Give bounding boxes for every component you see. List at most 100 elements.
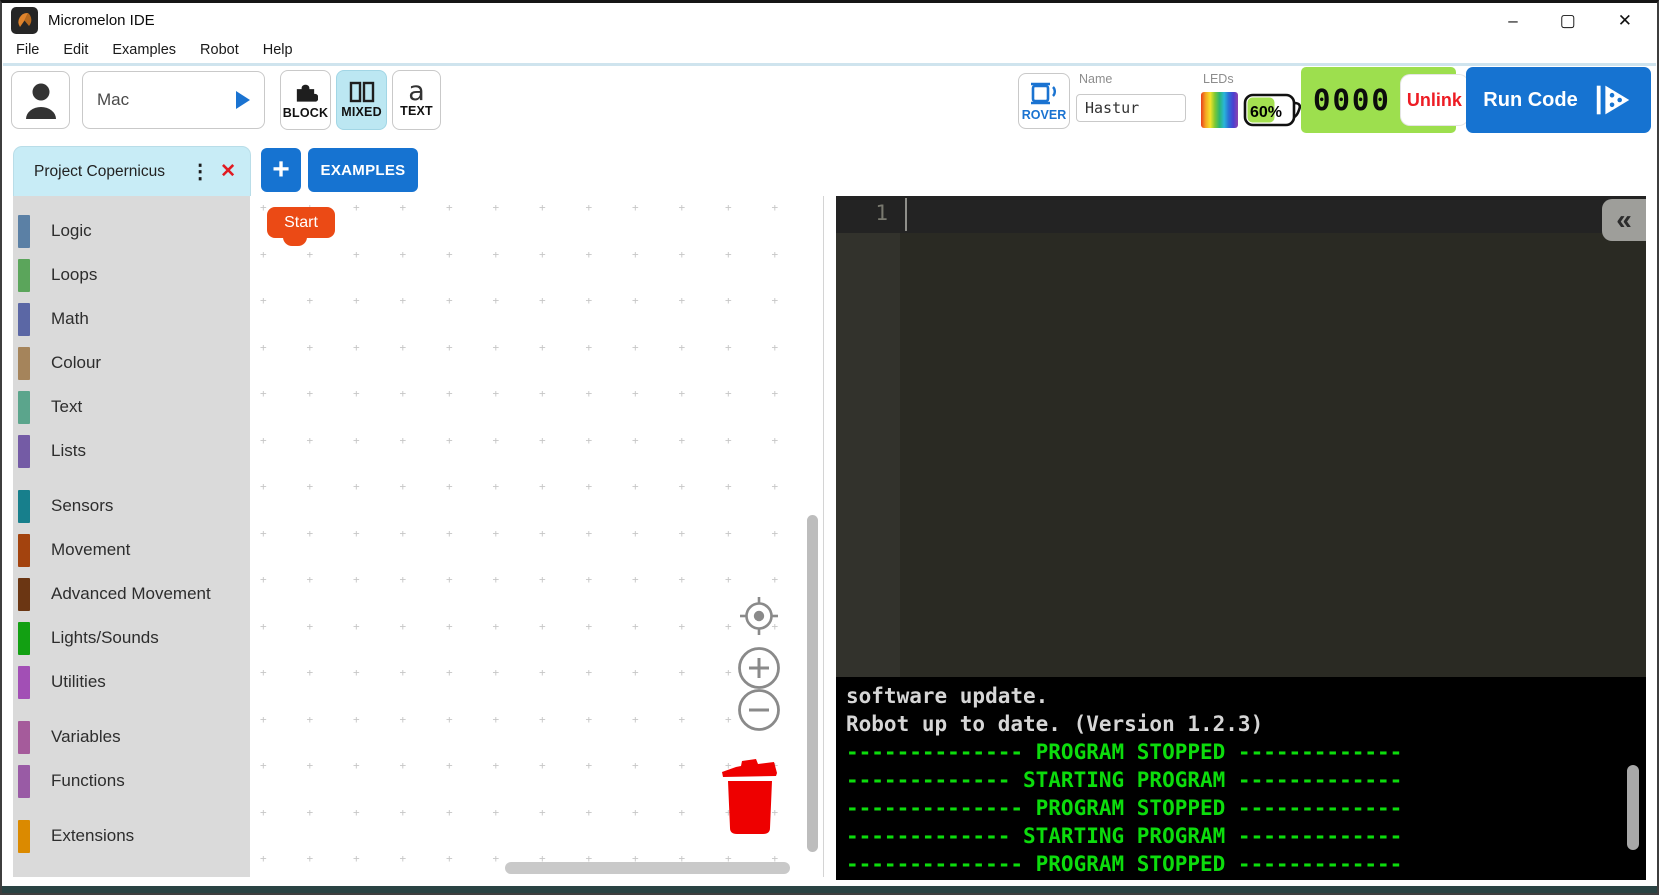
palette-item-loops[interactable]: Loops — [13, 253, 250, 297]
grid-dot: + — [771, 852, 779, 865]
grid-dot: + — [446, 247, 453, 261]
run-code-button[interactable]: Run Code — [1466, 67, 1651, 133]
close-button[interactable]: ✕ — [1617, 10, 1632, 30]
category-label: Sensors — [51, 496, 114, 515]
tab-close-icon[interactable]: ✕ — [220, 161, 236, 182]
grid-dot: + — [260, 433, 267, 447]
grid-dot: + — [632, 480, 639, 493]
grid-dot: + — [306, 480, 314, 493]
category-color-strip — [18, 434, 30, 468]
palette-item-sensors[interactable]: Sensors — [13, 484, 250, 528]
zoom-out-button[interactable] — [737, 688, 781, 732]
palette-item-logic[interactable]: Logic — [13, 209, 250, 253]
category-label: Variables — [51, 727, 121, 746]
led-color-strip[interactable] — [1201, 92, 1238, 128]
grid-dot: + — [678, 433, 686, 447]
connection-target-value: Mac — [97, 90, 130, 109]
grid-dot: + — [539, 433, 546, 447]
block-mode-button[interactable]: BLOCK — [280, 70, 331, 130]
grid-dot: + — [678, 480, 686, 493]
grid-dot: + — [632, 340, 639, 354]
console-line: software update. — [846, 684, 1049, 708]
menu-help[interactable]: Help — [262, 42, 293, 58]
grid-dot: + — [353, 387, 360, 400]
palette-item-utilities[interactable]: Utilities — [13, 660, 250, 704]
palette-item-colour[interactable]: Colour — [13, 341, 250, 385]
palette-item-text[interactable]: Text — [13, 385, 250, 429]
menu-examples[interactable]: Examples — [112, 42, 177, 58]
grid-dot: + — [353, 247, 360, 261]
category-color-strip — [18, 665, 30, 699]
palette-item-functions[interactable]: Functions — [13, 759, 250, 803]
robot-name-input[interactable] — [1076, 94, 1186, 122]
name-field-label: Name — [1079, 72, 1113, 86]
grid-dot: + — [585, 573, 593, 586]
code-panel: 1 « software update. Robot up to date. (V… — [836, 196, 1646, 880]
grid-dot: + — [632, 433, 639, 447]
account-button[interactable] — [11, 71, 70, 129]
palette-item-advanced-movement[interactable]: Advanced Movement — [13, 572, 250, 616]
palette-item-lights-sounds[interactable]: Lights/Sounds — [13, 616, 250, 660]
menu-edit[interactable]: Edit — [63, 42, 89, 58]
mixed-mode-button[interactable]: MIXED — [336, 70, 387, 130]
tab-bar: Project Copernicus ⋮ ✕ + EXAMPLES — [3, 140, 1656, 196]
grid-dot: + — [678, 852, 686, 865]
grid-dot: + — [539, 201, 546, 214]
grid-dot: + — [446, 480, 453, 493]
category-label: Loops — [51, 265, 98, 284]
palette-item-movement[interactable]: Movement — [13, 528, 250, 572]
grid-dot: + — [260, 201, 267, 214]
grid-dot: + — [399, 712, 407, 726]
code-editor[interactable]: 1 « — [836, 196, 1646, 677]
zoom-in-button[interactable] — [737, 646, 781, 690]
grid-dot: + — [306, 759, 314, 772]
maximize-button[interactable]: ▢ — [1559, 10, 1576, 30]
trash-icon[interactable] — [720, 756, 780, 838]
grid-dot: + — [585, 805, 593, 819]
tab-project-copernicus[interactable]: Project Copernicus ⋮ ✕ — [13, 146, 251, 196]
rover-button[interactable]: ROVER — [1018, 73, 1070, 129]
grid-dot: + — [353, 340, 360, 354]
grid-dot: + — [492, 666, 500, 679]
unlink-button[interactable]: Unlink — [1400, 75, 1468, 125]
category-color-strip — [18, 764, 30, 798]
start-block[interactable]: Start — [267, 207, 335, 238]
examples-button[interactable]: EXAMPLES — [308, 148, 418, 192]
grid-dot: + — [725, 247, 732, 261]
canvas-vertical-scrollbar[interactable] — [807, 515, 818, 852]
grid-dot: + — [306, 387, 314, 400]
collapse-panel-button[interactable]: « — [1602, 199, 1646, 241]
canvas-horizontal-scrollbar[interactable] — [505, 862, 790, 874]
grid-dot: + — [446, 340, 453, 354]
grid-dot: + — [678, 805, 686, 819]
grid-dot: + — [260, 480, 267, 493]
grid-dot: + — [306, 712, 314, 726]
grid-dot: + — [632, 666, 639, 679]
palette-item-math[interactable]: Math — [13, 297, 250, 341]
grid-dot: + — [353, 759, 360, 772]
palette-item-extensions[interactable]: Extensions — [13, 814, 250, 858]
menu-robot[interactable]: Robot — [200, 42, 239, 58]
grid-dot: + — [725, 666, 732, 679]
palette-item-variables[interactable]: Variables — [13, 715, 250, 759]
minimize-button[interactable]: – — [1508, 10, 1518, 30]
grid-dot: + — [539, 852, 546, 865]
block-palette: Logic Loops Math Colour Text Lists Sensors Move… — [13, 196, 250, 877]
category-color-strip — [18, 258, 30, 292]
grid-dot: + — [492, 526, 500, 540]
connection-target-select[interactable]: Mac — [82, 71, 265, 129]
text-mode-button[interactable]: a TEXT — [392, 70, 441, 130]
console-scrollbar[interactable] — [1627, 765, 1639, 850]
palette-item-lists[interactable]: Lists — [13, 429, 250, 473]
tab-menu-icon[interactable]: ⋮ — [190, 161, 211, 183]
grid-dot: + — [492, 619, 500, 633]
grid-dot: + — [306, 805, 314, 819]
zoom-reset-button[interactable] — [737, 594, 781, 638]
menu-file[interactable]: File — [16, 42, 40, 58]
grid-dot: + — [725, 619, 732, 633]
add-tab-button[interactable]: + — [261, 148, 301, 192]
grid-dot: + — [353, 805, 360, 819]
dropdown-arrow-icon — [236, 91, 250, 109]
grid-dot: + — [492, 805, 500, 819]
block-canvas[interactable]: + + + + + + + + + + + + + + + + + + + + + + + + + + + + + + + + + + + + + + + +… — [250, 196, 824, 877]
